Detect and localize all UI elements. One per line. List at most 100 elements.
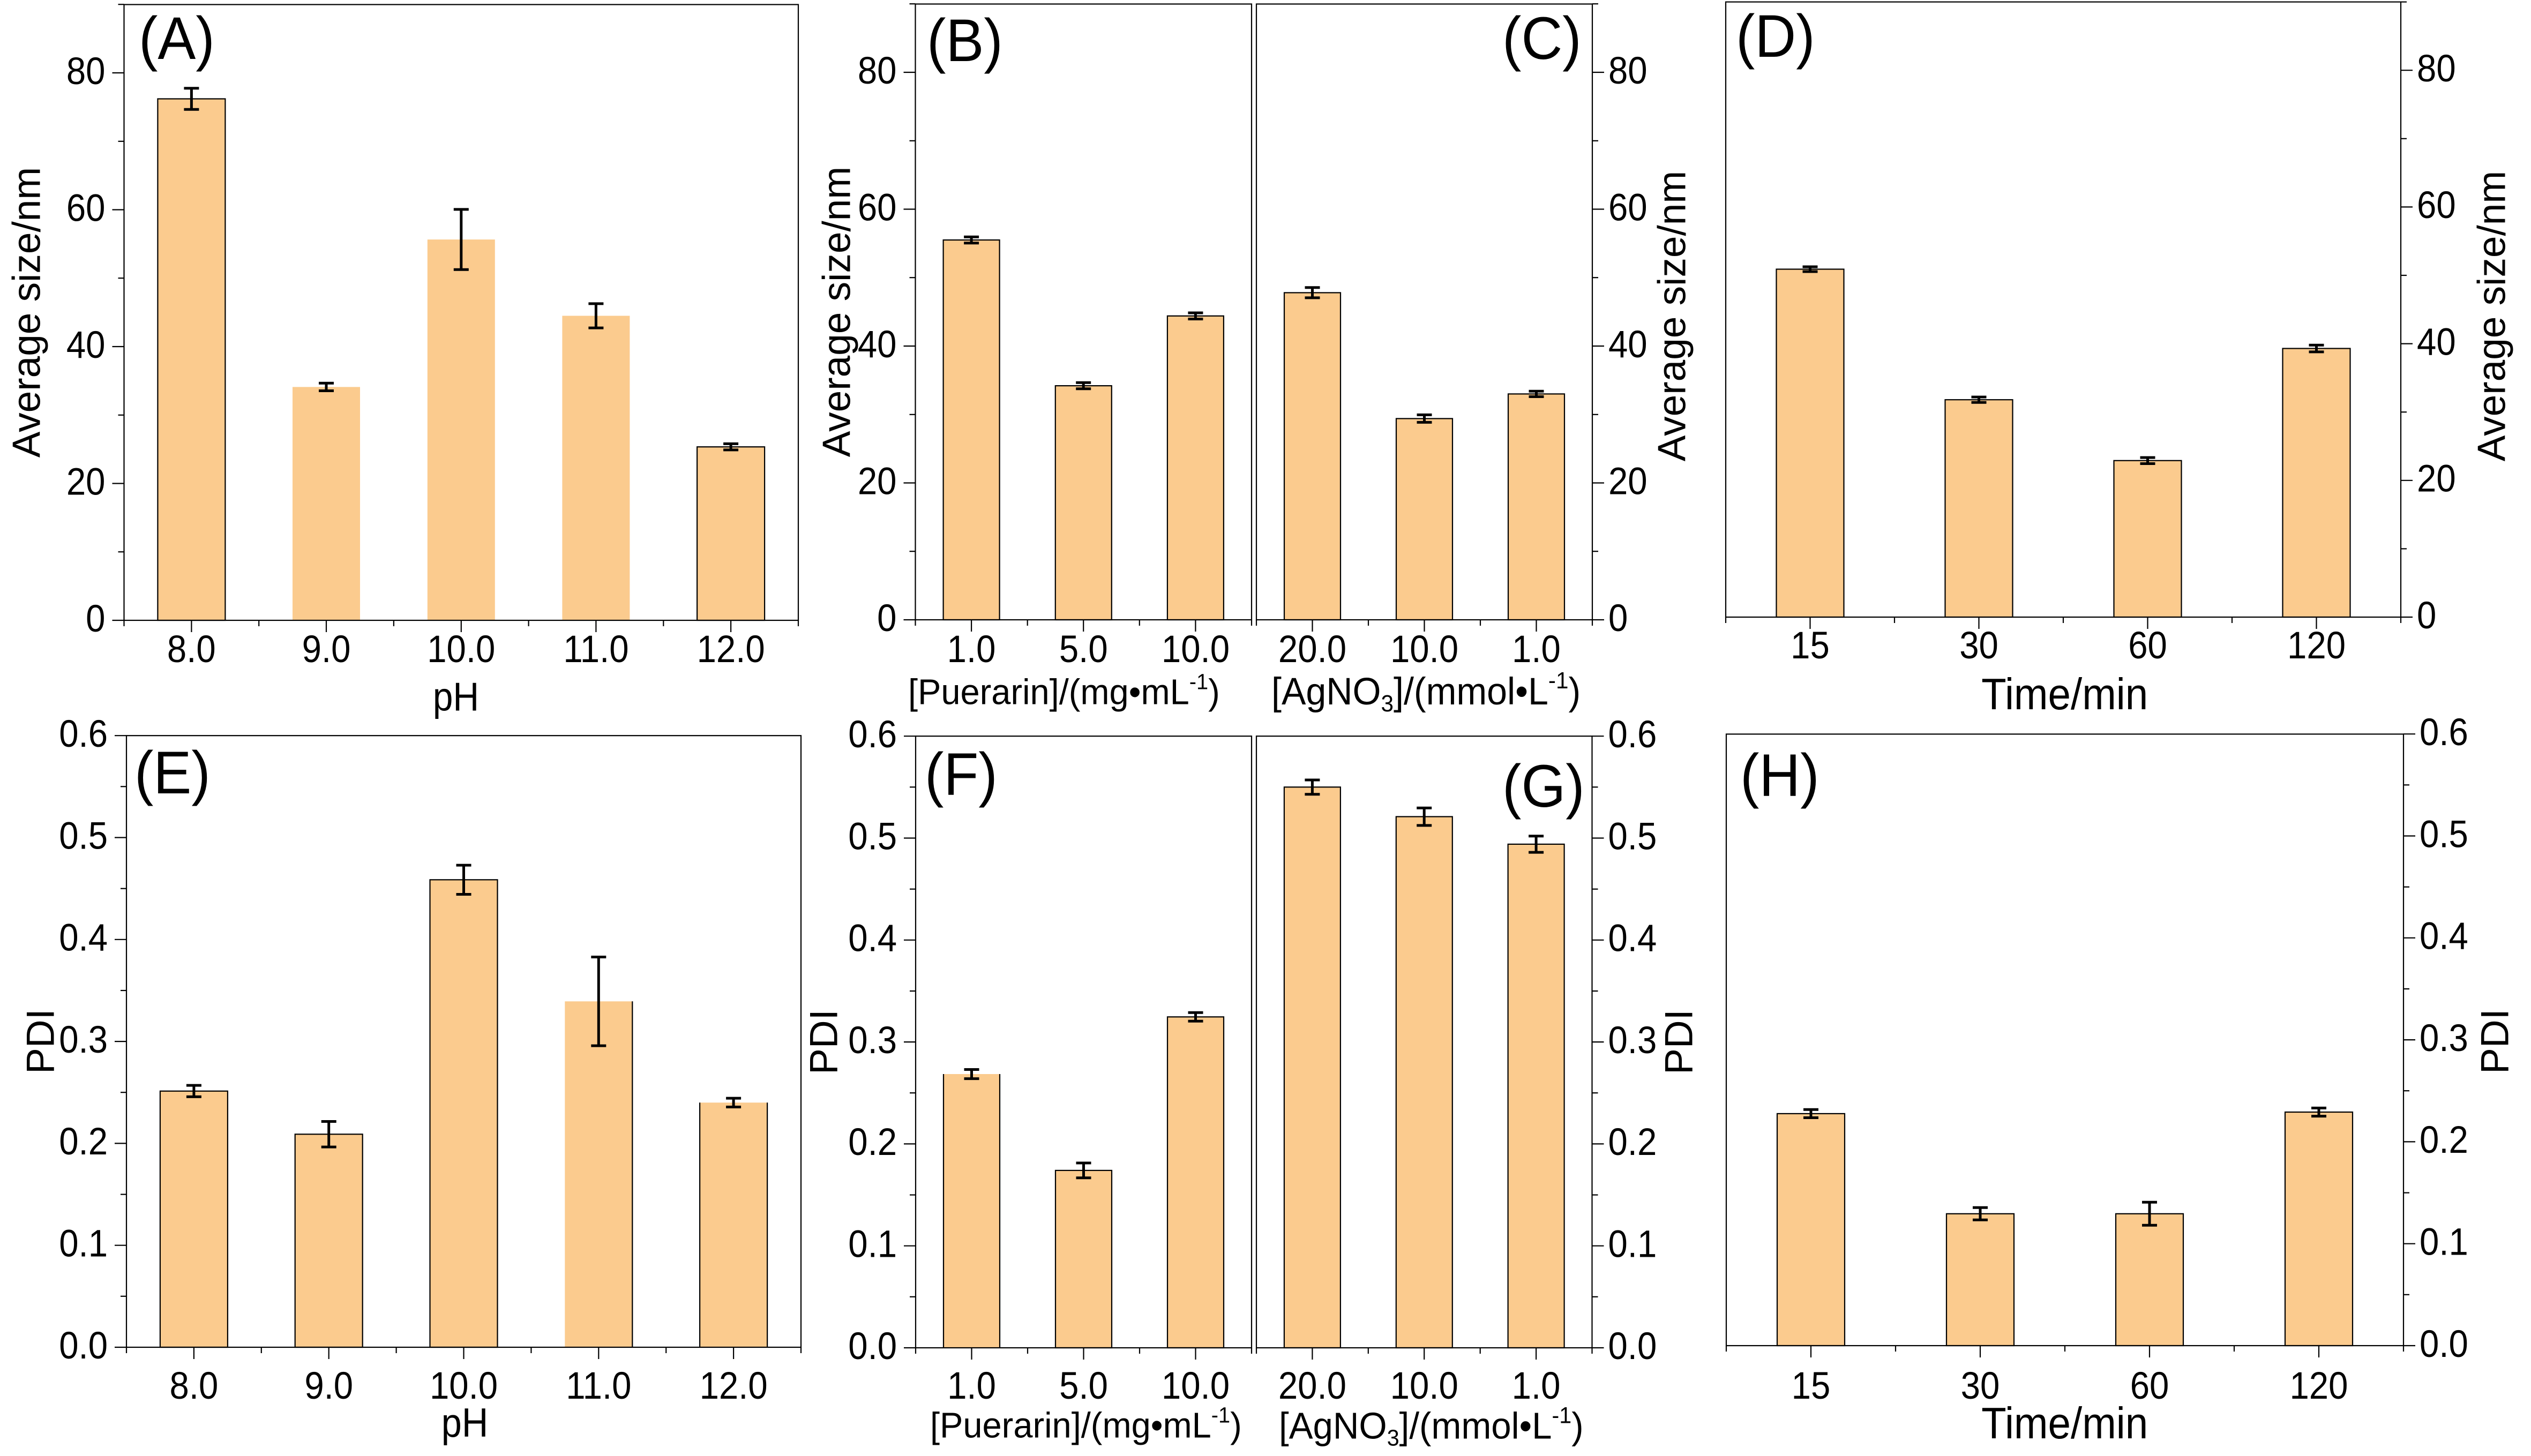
svg-text:0.6: 0.6 xyxy=(59,713,108,755)
svg-text:Time/min: Time/min xyxy=(1981,1398,2148,1448)
svg-text:Average size/nm: Average size/nm xyxy=(815,167,859,457)
svg-text:PDI: PDI xyxy=(19,1009,63,1074)
svg-text:0.4: 0.4 xyxy=(59,917,108,959)
svg-text:10.0: 10.0 xyxy=(427,628,495,670)
svg-text:Time/min: Time/min xyxy=(1981,669,2148,719)
svg-text:0.5: 0.5 xyxy=(2420,813,2468,855)
svg-text:80: 80 xyxy=(1608,49,1648,92)
svg-text:0.2: 0.2 xyxy=(2420,1119,2468,1161)
svg-text:[Puerarin]/(mg•mL-1): [Puerarin]/(mg•mL-1) xyxy=(930,1402,1242,1445)
svg-text:[AgNO3]/(mmol•L-1): [AgNO3]/(mmol•L-1) xyxy=(1279,1402,1584,1451)
svg-text:0.6: 0.6 xyxy=(848,714,897,756)
svg-text:(A): (A) xyxy=(139,5,215,72)
svg-text:0.3: 0.3 xyxy=(2420,1017,2468,1059)
svg-text:(B): (B) xyxy=(927,7,1003,74)
svg-text:0.4: 0.4 xyxy=(2420,915,2468,957)
svg-text:40: 40 xyxy=(66,324,106,366)
svg-text:0.3: 0.3 xyxy=(848,1019,897,1061)
svg-text:11.0: 11.0 xyxy=(563,628,628,670)
svg-text:60: 60 xyxy=(2128,624,2167,666)
svg-text:60: 60 xyxy=(1608,186,1648,229)
svg-text:60: 60 xyxy=(2130,1364,2169,1407)
svg-text:10.0: 10.0 xyxy=(430,1364,498,1407)
svg-text:12.0: 12.0 xyxy=(700,1364,768,1407)
svg-text:0.4: 0.4 xyxy=(1608,917,1657,959)
svg-text:0.0: 0.0 xyxy=(848,1325,897,1367)
svg-text:60: 60 xyxy=(66,187,106,229)
svg-text:20.0: 20.0 xyxy=(1278,1364,1346,1407)
svg-text:0: 0 xyxy=(1608,597,1628,639)
svg-text:12.0: 12.0 xyxy=(697,628,765,670)
svg-text:8.0: 8.0 xyxy=(170,1364,219,1407)
svg-text:0.1: 0.1 xyxy=(1608,1223,1657,1265)
svg-text:(E): (E) xyxy=(134,740,211,807)
svg-text:0.0: 0.0 xyxy=(1608,1325,1657,1367)
svg-text:40: 40 xyxy=(1608,323,1648,365)
svg-text:30: 30 xyxy=(1961,1364,2000,1407)
svg-text:10.0: 10.0 xyxy=(1162,628,1230,670)
svg-text:20: 20 xyxy=(66,461,106,503)
svg-text:Average size/nm: Average size/nm xyxy=(2470,171,2514,461)
svg-text:[Puerarin]/(mg•mL-1): [Puerarin]/(mg•mL-1) xyxy=(908,669,1220,712)
svg-text:10.0: 10.0 xyxy=(1390,1364,1458,1407)
svg-text:1.0: 1.0 xyxy=(947,1364,996,1407)
svg-text:80: 80 xyxy=(66,50,106,92)
svg-text:0: 0 xyxy=(2417,594,2436,636)
svg-text:1.0: 1.0 xyxy=(1512,1364,1561,1407)
svg-text:0.5: 0.5 xyxy=(59,815,108,857)
svg-text:80: 80 xyxy=(858,49,897,92)
svg-text:Average size/nm: Average size/nm xyxy=(1651,171,1694,461)
svg-text:9.0: 9.0 xyxy=(304,1364,353,1407)
svg-text:0.6: 0.6 xyxy=(2420,711,2468,754)
svg-text:(F): (F) xyxy=(925,741,998,808)
svg-text:0.0: 0.0 xyxy=(2420,1323,2468,1365)
svg-text:1.0: 1.0 xyxy=(1512,628,1561,670)
svg-text:5.0: 5.0 xyxy=(1059,628,1108,670)
svg-text:15: 15 xyxy=(1791,624,1830,666)
svg-text:0: 0 xyxy=(877,597,896,639)
svg-text:40: 40 xyxy=(2417,321,2456,363)
svg-text:15: 15 xyxy=(1792,1364,1831,1407)
svg-text:60: 60 xyxy=(2417,184,2456,227)
svg-text:20: 20 xyxy=(1608,460,1648,502)
svg-text:5.0: 5.0 xyxy=(1059,1364,1108,1407)
svg-text:1.0: 1.0 xyxy=(947,628,996,670)
svg-text:0.4: 0.4 xyxy=(848,917,897,959)
svg-text:20: 20 xyxy=(2417,457,2456,500)
svg-text:20.0: 20.0 xyxy=(1278,628,1346,670)
svg-text:120: 120 xyxy=(2287,624,2346,666)
svg-text:(H): (H) xyxy=(1740,742,1819,809)
svg-text:pH: pH xyxy=(441,1401,488,1446)
svg-text:11.0: 11.0 xyxy=(566,1364,631,1407)
svg-text:0.2: 0.2 xyxy=(1608,1121,1657,1164)
svg-text:[AgNO3]/(mmol•L-1): [AgNO3]/(mmol•L-1) xyxy=(1271,667,1581,717)
svg-text:120: 120 xyxy=(2289,1364,2348,1407)
svg-text:0.5: 0.5 xyxy=(1608,815,1657,858)
svg-text:(D): (D) xyxy=(1736,3,1815,70)
svg-text:0.2: 0.2 xyxy=(848,1121,897,1164)
svg-text:Average size/nm: Average size/nm xyxy=(5,167,49,457)
svg-text:(C): (C) xyxy=(1502,5,1582,72)
svg-text:0.2: 0.2 xyxy=(59,1121,108,1163)
svg-text:0: 0 xyxy=(86,597,105,640)
svg-text:80: 80 xyxy=(2417,48,2456,90)
svg-text:0.1: 0.1 xyxy=(59,1222,108,1265)
svg-text:PDI: PDI xyxy=(1658,1009,1701,1075)
svg-text:20: 20 xyxy=(858,460,897,502)
svg-text:pH: pH xyxy=(433,674,479,719)
svg-text:60: 60 xyxy=(858,186,897,229)
svg-text:0.1: 0.1 xyxy=(2420,1221,2468,1263)
svg-text:PDI: PDI xyxy=(803,1009,846,1075)
svg-text:10.0: 10.0 xyxy=(1162,1364,1230,1407)
svg-text:(G): (G) xyxy=(1502,753,1585,820)
svg-text:40: 40 xyxy=(858,323,897,365)
svg-text:0.1: 0.1 xyxy=(848,1223,897,1265)
svg-text:PDI: PDI xyxy=(2474,1009,2517,1074)
svg-text:30: 30 xyxy=(1959,624,1998,666)
svg-text:0.3: 0.3 xyxy=(59,1018,108,1061)
svg-text:9.0: 9.0 xyxy=(302,628,351,670)
svg-text:8.0: 8.0 xyxy=(167,628,216,670)
svg-text:0.6: 0.6 xyxy=(1608,714,1657,756)
svg-text:0.3: 0.3 xyxy=(1608,1019,1657,1061)
svg-text:10.0: 10.0 xyxy=(1390,628,1458,670)
